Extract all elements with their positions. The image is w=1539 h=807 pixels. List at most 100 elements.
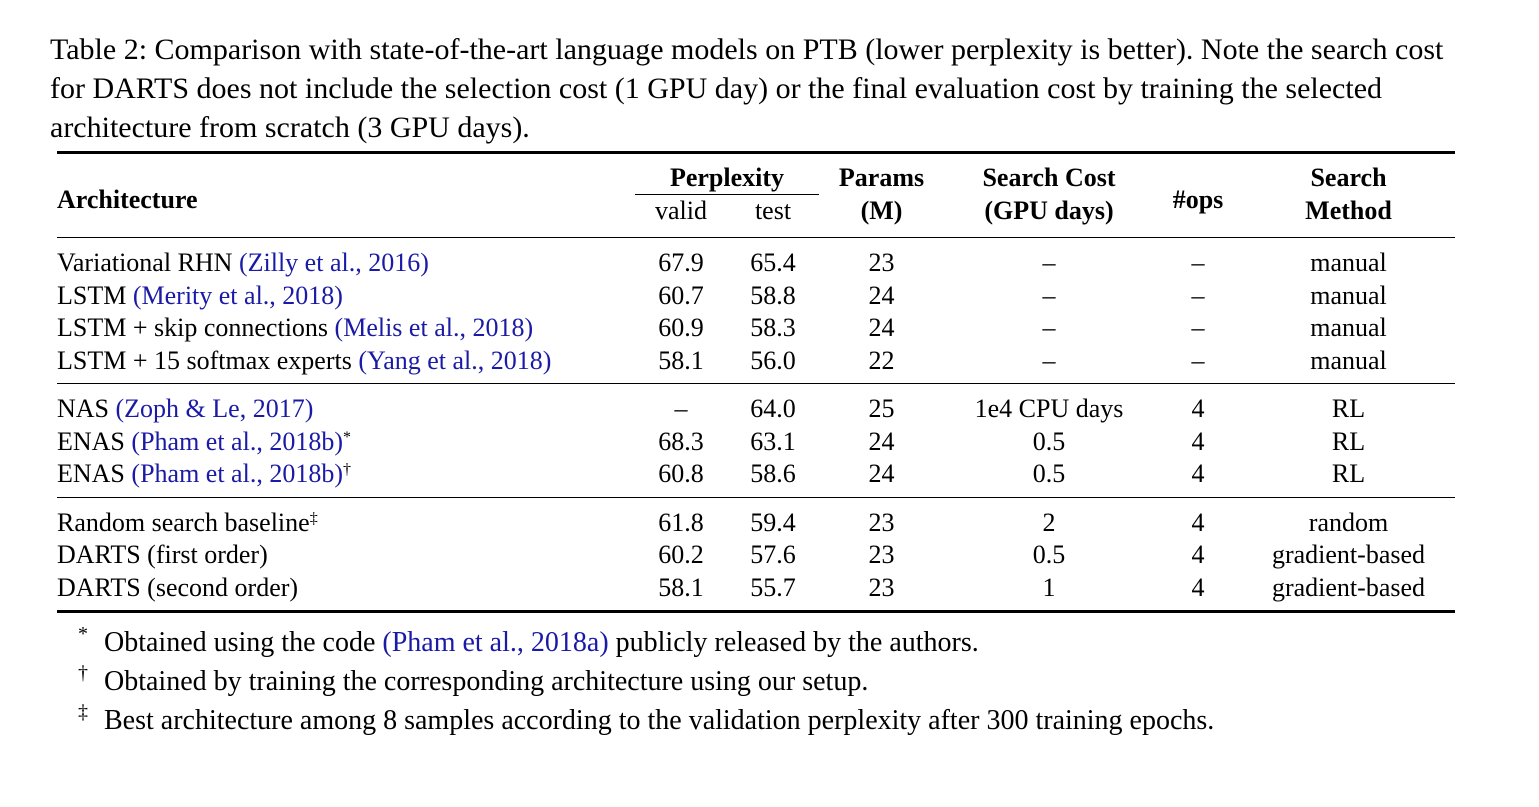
- table-container: Architecture Perplexity Params Search Co…: [57, 151, 1455, 613]
- cell-cost: 2: [944, 496, 1154, 539]
- footnote-text: Best architecture among 8 samples accord…: [104, 705, 1215, 736]
- table-body: Variational RHN (Zilly et al., 2016) 67.9…: [57, 237, 1455, 613]
- cell-params: 24: [868, 313, 895, 342]
- cell-cost: 1: [944, 571, 1154, 613]
- header-cost-line2: (GPU days): [984, 195, 1114, 225]
- table-row: LSTM + skip connections (Melis et al., 2…: [57, 312, 1455, 345]
- cell-ops: 4: [1191, 540, 1205, 569]
- table-row: NAS (Zoph & Le, 2017) –64.0 25 1e4 CPU days…: [57, 383, 1455, 426]
- cell-valid: 67.9: [635, 237, 727, 280]
- header-params-line2: (M): [860, 195, 903, 225]
- cell-cost: –: [1042, 280, 1056, 310]
- header-valid-label: valid: [655, 196, 707, 225]
- cell-architecture: LSTM + 15 softmax experts (Yang et al., …: [57, 345, 635, 384]
- cell-method: manual: [1310, 313, 1387, 342]
- cell-ops: 4: [1154, 383, 1242, 426]
- citation-link[interactable]: (Zoph & Le, 2017): [115, 394, 314, 423]
- cell-params: 24: [868, 280, 895, 310]
- architecture-name: Random search baseline: [57, 507, 310, 537]
- cell-ops: 4: [1154, 571, 1242, 613]
- footnotes: * Obtained using the code (Pham et al., 2…: [78, 623, 1460, 740]
- citation-link[interactable]: (Zilly et al., 2016): [238, 248, 429, 277]
- cell-valid: 60.9: [658, 313, 704, 342]
- cell-method: gradient-based: [1271, 540, 1426, 569]
- architecture-name: NAS: [57, 394, 110, 423]
- citation-link[interactable]: (Melis et al., 2018): [334, 313, 534, 342]
- cell-test: 64.0: [727, 383, 819, 426]
- architecture-name: LSTM + 15 softmax experts: [57, 345, 352, 375]
- cell-architecture: DARTS (second order): [57, 571, 635, 613]
- header-cost-line1: Search Cost: [944, 151, 1154, 195]
- header-architecture: Architecture: [57, 151, 635, 238]
- cell-cost: 0.5: [1032, 540, 1066, 569]
- cell-valid: 58.1: [658, 345, 704, 375]
- cell-params: 23: [868, 540, 895, 569]
- header-perplexity-label: Perplexity: [669, 163, 785, 192]
- citation-link[interactable]: (Yang et al., 2018): [358, 345, 552, 375]
- table-row: LSTM + 15 softmax experts (Yang et al., …: [57, 345, 1455, 384]
- table-caption: Table 2: Comparison with state-of-the-ar…: [50, 33, 1444, 144]
- cell-method: RL: [1242, 383, 1455, 426]
- cell-params: 24: [868, 459, 895, 488]
- header-method-line1: Search: [1242, 151, 1455, 195]
- footnote-symbol: †: [78, 662, 88, 684]
- cell-method: RL: [1331, 426, 1366, 456]
- cell-cost: –: [1042, 345, 1056, 375]
- header-valid: valid: [635, 195, 727, 238]
- cell-method: manual: [1310, 280, 1387, 310]
- header-perplexity: Perplexity: [635, 151, 819, 195]
- cell-method: random: [1242, 496, 1455, 539]
- cell-valid: 61.8: [635, 496, 727, 539]
- header-ops: #ops: [1154, 151, 1242, 238]
- citation-link[interactable]: (Merity et al., 2018): [132, 280, 343, 310]
- cell-method: gradient-based: [1242, 571, 1455, 613]
- table-row: ENAS (Pham et al., 2018b)* 68.3 63.1 24 0.5 4…: [57, 426, 1455, 459]
- footnote: † Obtained by training the corresponding …: [78, 662, 1460, 701]
- citation-link[interactable]: (Pham et al., 2018b): [131, 459, 343, 488]
- cell-architecture: NAS (Zoph & Le, 2017): [57, 383, 635, 426]
- cell-valid: 60.7: [658, 280, 704, 310]
- cell-valid: 68.3: [658, 426, 704, 456]
- results-table: Architecture Perplexity Params Search Co…: [57, 151, 1455, 613]
- cell-valid: 58.1: [635, 571, 727, 613]
- cell-cost: –: [944, 237, 1154, 280]
- cell-ops: 4: [1154, 496, 1242, 539]
- cell-cost: –: [1042, 313, 1056, 342]
- footnote-text: publicly released by the authors.: [608, 627, 979, 658]
- table-row: DARTS (second order) 58.1 55.7 23 1 4 gradient…: [57, 571, 1455, 613]
- footnote-text: Obtained by training the corresponding a…: [104, 666, 869, 697]
- cell-params: 23: [819, 496, 944, 539]
- footnote: ‡ Best architecture among 8 samples accor…: [78, 701, 1460, 740]
- citation-link[interactable]: (Pham et al., 2018b): [131, 426, 343, 456]
- citation-link[interactable]: (Pham et al., 2018a): [382, 627, 609, 658]
- architecture-name: DARTS (second order): [57, 572, 299, 602]
- header-test: test: [727, 195, 819, 238]
- cell-method: manual: [1310, 345, 1387, 375]
- table-row: DARTS (first order) 60.2 57.6 23 0.5 4 gradien…: [57, 539, 1455, 572]
- cell-test: 63.1: [750, 426, 796, 456]
- cell-valid: –: [635, 383, 727, 426]
- header-method-line2: Method: [1305, 195, 1392, 225]
- cell-method: manual: [1242, 237, 1455, 280]
- cell-test: 58.6: [750, 459, 796, 488]
- table-row: Random search baseline‡ 61.8 59.4 23 2 4 rando…: [57, 496, 1455, 539]
- architecture-name: LSTM: [57, 280, 127, 310]
- paper-page: Table 2: Comparison with state-of-the-ar…: [50, 30, 1460, 740]
- cell-params: 23: [819, 237, 944, 280]
- cell-architecture: Variational RHN (Zilly et al., 2016): [57, 237, 635, 280]
- footnote-mark: *: [342, 428, 351, 446]
- footnote-mark: †: [342, 461, 351, 478]
- cell-method: RL: [1331, 459, 1366, 488]
- footnote-symbol: ‡: [78, 701, 88, 723]
- cell-params: 25: [819, 383, 944, 426]
- cell-architecture: DARTS (first order): [57, 539, 635, 572]
- cell-test: 55.7: [727, 571, 819, 613]
- cell-architecture: LSTM + skip connections (Melis et al., 2…: [57, 312, 635, 345]
- cell-ops: –: [1154, 237, 1242, 280]
- footnote-text: Obtained using the code: [104, 627, 383, 658]
- header-params-line1: Params: [819, 151, 944, 195]
- cell-architecture: Random search baseline‡: [57, 496, 635, 539]
- cell-architecture: ENAS (Pham et al., 2018b)*: [57, 426, 635, 459]
- footnote: * Obtained using the code (Pham et al., 2…: [78, 623, 1460, 662]
- cell-test: 57.6: [750, 540, 796, 569]
